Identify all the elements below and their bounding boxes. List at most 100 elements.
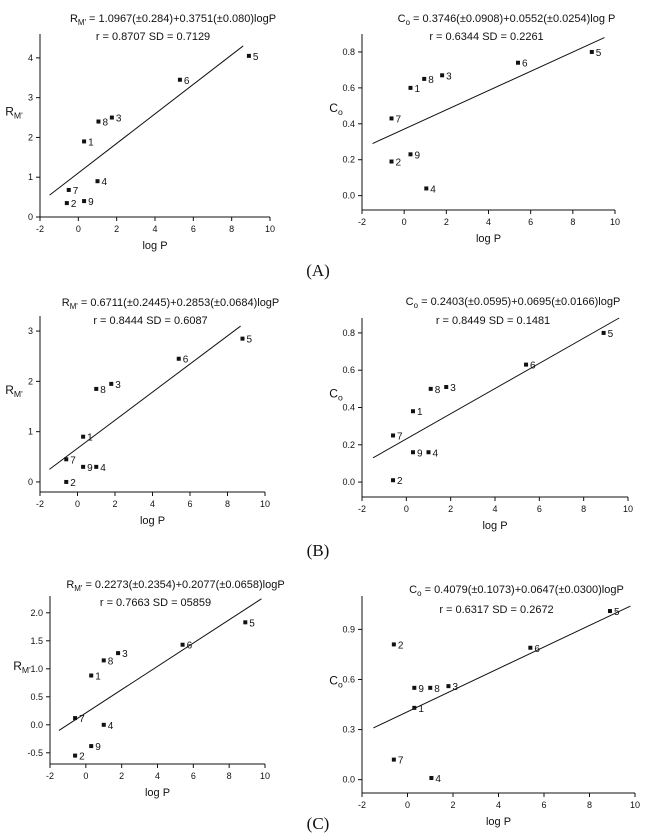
data-point-8	[94, 386, 99, 391]
data-point-6	[528, 645, 533, 650]
data-point-3	[116, 651, 121, 656]
data-label-8: 8	[108, 656, 114, 667]
data-label-8: 8	[434, 684, 440, 695]
chart-subtitle: r = 0.8449 SD = 0.1481	[436, 315, 550, 327]
x-tick-label: -2	[358, 217, 366, 227]
x-tick-label: 2	[444, 217, 449, 227]
x-tick-label: 0	[75, 499, 80, 509]
data-label-4: 4	[433, 448, 439, 459]
x-tick-label: 4	[155, 771, 160, 781]
x-axis-label: log P	[482, 520, 507, 532]
data-point-9	[410, 450, 415, 455]
y-tick-label: 1.5	[30, 636, 43, 646]
data-point-9	[82, 199, 87, 204]
data-point-4	[426, 450, 431, 455]
x-tick-label: 10	[260, 771, 270, 781]
x-tick-label: 0	[402, 217, 407, 227]
data-label-1: 1	[417, 407, 423, 418]
scatter-chart-1: RM' = 1.0967(±0.284)+0.3751(±0.080)logP r…	[5, 13, 276, 252]
y-tick-label: 0.2	[342, 440, 355, 450]
data-point-8	[428, 386, 433, 391]
x-axis-label: log P	[145, 787, 170, 799]
x-axis-label: log P	[476, 233, 501, 245]
data-label-4: 4	[100, 463, 106, 474]
x-tick-label: 8	[225, 499, 230, 509]
y-tick-label: 0.4	[342, 403, 355, 413]
x-tick-label: -2	[358, 504, 366, 514]
x-tick-label: 8	[587, 800, 592, 810]
data-point-3	[440, 73, 445, 78]
x-tick-label: -2	[46, 771, 54, 781]
data-label-3: 3	[452, 682, 458, 693]
data-point-7	[66, 187, 71, 192]
data-point-2	[391, 642, 396, 647]
y-axis-label: RM'	[13, 659, 31, 675]
data-point-5	[246, 53, 251, 58]
y-tick-label: 0.6	[342, 674, 355, 684]
data-label-5: 5	[596, 48, 602, 59]
data-label-1: 1	[88, 137, 94, 148]
x-tick-label: 2	[450, 800, 455, 810]
chart-subtitle: r = 0.6317 SD = 0.2672	[439, 604, 553, 616]
data-point-5	[601, 330, 606, 335]
data-point-2	[64, 479, 69, 484]
data-label-9: 9	[418, 684, 424, 695]
data-label-4: 4	[108, 721, 114, 732]
data-label-8: 8	[428, 75, 434, 86]
x-tick-label: 8	[581, 504, 586, 514]
data-point-6	[524, 362, 529, 367]
y-tick-label: 0.3	[342, 725, 355, 735]
y-tick-label: 0.8	[342, 47, 355, 57]
data-label-5: 5	[608, 329, 614, 340]
data-label-8: 8	[435, 385, 441, 396]
data-label-5: 5	[614, 607, 620, 618]
data-point-8	[422, 76, 427, 81]
y-tick-label: 0.0	[342, 775, 355, 785]
x-tick-label: 2	[119, 771, 124, 781]
data-point-7	[73, 716, 78, 721]
data-point-3	[109, 381, 114, 386]
data-label-9: 9	[87, 463, 93, 474]
x-axis-label: log P	[140, 515, 165, 527]
data-label-3: 3	[116, 114, 122, 125]
x-tick-label: 10	[610, 217, 620, 227]
data-label-6: 6	[530, 361, 536, 372]
data-point-6	[176, 356, 181, 361]
y-tick-label: 0.6	[342, 365, 355, 375]
y-tick-label: 0.9	[342, 624, 355, 634]
y-axis-label: Co	[329, 101, 343, 117]
scatter-chart-5: RM' = 0.2273(±0.2354)+0.2077(±0.0658)log…	[13, 579, 284, 799]
data-point-2	[64, 201, 69, 206]
x-tick-label: 4	[496, 800, 501, 810]
x-tick-label: 10	[630, 800, 640, 810]
data-point-8	[96, 119, 101, 124]
y-tick-label: 0.8	[342, 328, 355, 338]
x-tick-label: 8	[229, 224, 234, 234]
data-label-9: 9	[88, 197, 94, 208]
data-point-1	[81, 434, 86, 439]
x-tick-label: 4	[492, 504, 497, 514]
data-point-8	[428, 685, 433, 690]
chart-title: Co = 0.2403(±0.0595)+0.0695(±0.0166)logP	[406, 296, 621, 310]
data-point-4	[424, 186, 429, 191]
data-label-4: 4	[430, 184, 436, 195]
data-point-1	[412, 705, 417, 710]
data-point-4	[429, 775, 434, 780]
data-point-5	[240, 336, 245, 341]
y-tick-label: 2.0	[30, 608, 43, 618]
y-tick-label: 0.5	[30, 692, 43, 702]
x-axis-label: log P	[142, 240, 167, 252]
data-point-9	[89, 744, 94, 749]
data-label-6: 6	[187, 641, 193, 652]
data-label-2: 2	[71, 199, 77, 210]
x-tick-label: 0	[76, 224, 81, 234]
data-point-1	[410, 409, 415, 414]
data-point-3	[446, 684, 451, 689]
x-tick-label: 2	[448, 504, 453, 514]
chart-title: RM' = 0.6711(±0.2445)+0.2853(±0.0684)log…	[62, 297, 280, 311]
x-tick-label: 6	[528, 217, 533, 227]
data-label-6: 6	[184, 76, 190, 87]
chart-subtitle: r = 0.6344 SD = 0.2261	[429, 31, 543, 43]
x-tick-label: 2	[112, 499, 117, 509]
data-point-9	[81, 464, 86, 469]
